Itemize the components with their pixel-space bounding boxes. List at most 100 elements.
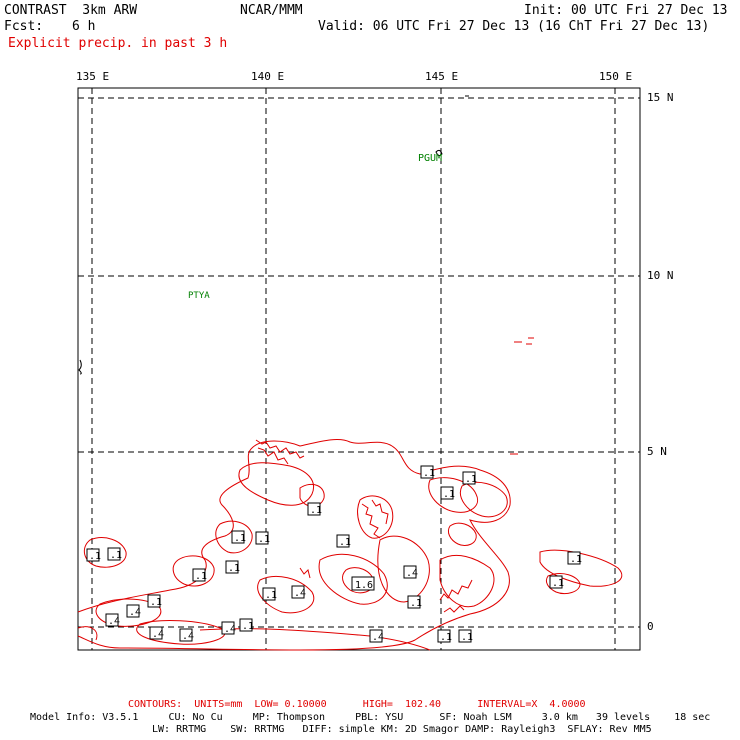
contour-ring (357, 495, 394, 539)
contour-label: .1 (440, 486, 455, 500)
contour-ring (299, 483, 325, 507)
svg-text:.1: .1 (228, 563, 240, 574)
lon-label: 150 E (599, 70, 633, 83)
svg-text:.1: .1 (258, 534, 270, 545)
contour-ring (318, 553, 388, 605)
contour-label: .1 (255, 531, 270, 545)
lon-label: 140 E (251, 70, 285, 83)
contour-cluster (361, 499, 389, 539)
contour-label: .1 (458, 629, 473, 643)
svg-text:.1: .1 (0, 0, 12, 3)
contour-label: .1 (567, 551, 582, 565)
lon-label: 135 E (76, 70, 110, 83)
contour-label: .4 (179, 628, 194, 642)
model-title: CONTRAST 3km ARW (4, 3, 138, 18)
contour-ring (215, 520, 253, 554)
contour-outer (77, 439, 511, 651)
contour-info: CONTOURS: UNITS=mm LOW= 0.10000 HIGH= 10… (128, 699, 586, 710)
station-ptya: PTYA (188, 291, 210, 301)
contour-label: .1 (462, 471, 477, 485)
contour-label: .1 (231, 530, 246, 544)
init-time: Init: 00 UTC Fri 27 Dec 13 (524, 3, 728, 18)
lon-label: 145 E (425, 70, 459, 83)
svg-text:.1: .1 (0, 0, 12, 3)
palau-coast (78, 359, 82, 375)
guam-coast (435, 149, 443, 157)
contour-label: .1 (0, 0, 12, 3)
station-pgum: PGUM (418, 153, 442, 164)
svg-text:1.6: 1.6 (355, 580, 373, 591)
contour-label: .4 (221, 621, 236, 635)
contour-ring (439, 555, 495, 608)
contour-ring (257, 576, 315, 614)
svg-text:.4: .4 (372, 632, 384, 643)
svg-text:.4: .4 (406, 568, 418, 579)
svg-text:.1: .1 (465, 474, 477, 485)
svg-text:.1: .1 (0, 0, 12, 3)
lat-label: 5 N (647, 445, 667, 458)
contour-label: .4 (369, 629, 384, 643)
contour-ring (377, 535, 430, 603)
contour-label: .4 (403, 565, 418, 579)
fcst-value: 6 h (72, 19, 96, 34)
org-label: NCAR/MMM (240, 3, 303, 18)
contour-label: .1 (147, 594, 162, 608)
svg-text:.1: .1 (443, 489, 455, 500)
contour-ring (428, 477, 478, 513)
map-frame (77, 87, 641, 651)
svg-text:.1: .1 (265, 590, 277, 601)
contour-label: .1 (437, 629, 452, 643)
svg-text:.1: .1 (570, 554, 582, 565)
contour-ring (136, 620, 226, 645)
svg-text:.1: .1 (89, 551, 101, 562)
contour-ring (447, 522, 477, 547)
contour-ring (95, 598, 162, 627)
contour-label: .4 (291, 585, 306, 599)
svg-text:.1: .1 (110, 550, 122, 561)
contour-label: .1 (86, 548, 101, 562)
field-title: Explicit precip. in past 3 h (8, 36, 228, 51)
contour-ring (238, 462, 314, 506)
contour-ring (172, 555, 215, 587)
contour-speck (514, 337, 534, 345)
contour-label: .1 (420, 465, 435, 479)
contour-label: .1 (0, 0, 12, 3)
model-info-line1: Model Info: V3.5.1 CU: No Cu MP: Thompso… (30, 712, 711, 723)
svg-text:.4: .4 (129, 607, 141, 618)
contour-ring (342, 567, 375, 594)
contour-label: .1 (225, 560, 240, 574)
svg-text:.4: .4 (294, 588, 306, 599)
svg-text:.1: .1 (552, 578, 564, 589)
svg-text:.1: .1 (150, 597, 162, 608)
contour-label: .1 (239, 618, 254, 632)
svg-text:.1: .1 (461, 632, 473, 643)
contour-label: .4 (149, 626, 164, 640)
svg-text:.1: .1 (234, 533, 246, 544)
contour-label: .1 (192, 568, 207, 582)
svg-text:.1: .1 (440, 632, 452, 643)
model-info-line2: LW: RRTMG SW: RRTMG DIFF: simple KM: 2D … (152, 724, 652, 735)
svg-text:.1: .1 (339, 537, 351, 548)
contour-line (77, 626, 98, 641)
svg-text:.1: .1 (410, 598, 422, 609)
contour-ring (460, 481, 508, 518)
svg-text:.1: .1 (195, 571, 207, 582)
contour-cluster (299, 567, 311, 579)
contour-cluster (439, 579, 473, 613)
svg-text:.4: .4 (182, 631, 194, 642)
lat-label: 0 (647, 620, 654, 633)
svg-text:.1: .1 (423, 468, 435, 479)
lat-label: 15 N (647, 91, 674, 104)
coastlines (78, 95, 469, 375)
contour-cluster (255, 439, 305, 465)
contour-label: .1 (307, 502, 322, 516)
svg-text:.1: .1 (242, 621, 254, 632)
contour-label: .1 (0, 0, 12, 3)
svg-text:.4: .4 (108, 616, 120, 627)
svg-text:.4: .4 (152, 629, 164, 640)
contour-label: .4 (105, 613, 120, 627)
contour-ring (83, 537, 127, 568)
station-labels: PGUM PTYA (188, 153, 442, 301)
svg-text:.4: .4 (224, 624, 236, 635)
